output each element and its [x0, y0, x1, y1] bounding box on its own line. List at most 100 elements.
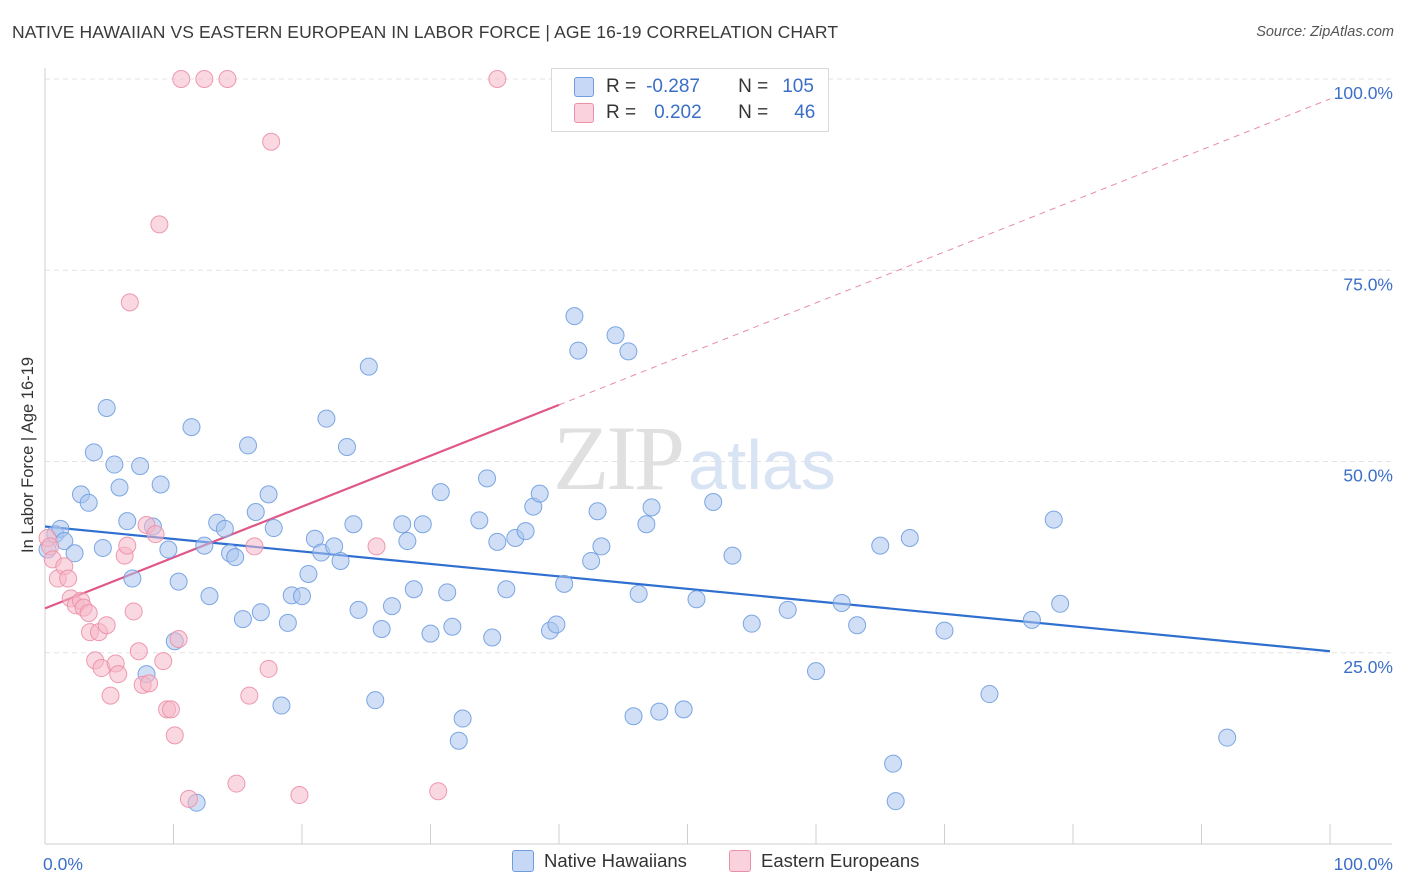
point-native-hawaiian: [569, 341, 588, 360]
point-native-hawaiian: [629, 584, 648, 603]
y-tick-label: 25.0%: [1343, 657, 1393, 677]
point-native-hawaiian: [687, 590, 706, 609]
legend-n-value: 46: [794, 102, 816, 123]
point-native-hawaiian: [151, 475, 170, 494]
point-eastern-european: [146, 525, 165, 544]
point-native-hawaiian: [497, 580, 516, 599]
point-eastern-european: [120, 293, 139, 312]
point-native-hawaiian: [79, 493, 98, 512]
point-native-hawaiian: [935, 621, 954, 640]
point-eastern-european: [179, 789, 198, 808]
x-tick-label: 100.0%: [1334, 854, 1393, 874]
y-tick-label: 50.0%: [1343, 466, 1393, 486]
point-eastern-european: [118, 536, 137, 555]
point-eastern-european: [245, 537, 264, 556]
point-eastern-european: [429, 782, 448, 801]
point-eastern-european: [262, 132, 281, 151]
legend-r-label: R =: [606, 76, 637, 97]
point-eastern-european: [129, 642, 148, 661]
point-native-hawaiian: [110, 478, 129, 497]
point-eastern-european: [79, 603, 98, 622]
data-points: [38, 70, 1237, 812]
point-eastern-european: [488, 70, 507, 88]
legend-n-label: N =: [738, 76, 769, 97]
point-native-hawaiian: [159, 540, 178, 559]
point-native-hawaiian: [619, 342, 638, 361]
point-native-hawaiian: [848, 616, 867, 635]
point-native-hawaiian: [233, 610, 252, 629]
axes: [44, 68, 1392, 845]
point-native-hawaiian: [1044, 510, 1063, 529]
point-native-hawaiian: [118, 512, 137, 531]
bottom-legend-label: Eastern Europeans: [761, 850, 920, 871]
bottom-legend-swatch-blue: [512, 850, 534, 872]
point-eastern-european: [172, 70, 191, 88]
point-native-hawaiian: [778, 600, 797, 619]
point-native-hawaiian: [592, 537, 611, 556]
legend-swatch-pink: [574, 103, 594, 123]
point-native-hawaiian: [93, 538, 112, 557]
point-native-hawaiian: [65, 544, 84, 563]
point-eastern-european: [97, 616, 116, 635]
point-native-hawaiian: [393, 515, 412, 534]
tick-labels: 100.0% 75.0% 50.0% 25.0% 0.0% 100.0%: [43, 83, 1393, 874]
point-native-hawaiian: [299, 564, 318, 583]
point-native-hawaiian: [131, 457, 150, 476]
source-credit: Source: ZipAtlas.com: [1256, 24, 1394, 40]
point-native-hawaiian: [582, 551, 601, 570]
point-native-hawaiian: [239, 436, 258, 455]
point-native-hawaiian: [293, 587, 311, 606]
legend-swatch-blue: [574, 77, 594, 97]
point-native-hawaiian: [317, 409, 336, 428]
point-native-hawaiian: [588, 502, 607, 521]
point-native-hawaiian: [421, 624, 440, 643]
point-eastern-european: [165, 726, 184, 745]
point-native-hawaiian: [723, 546, 742, 565]
point-native-hawaiian: [226, 548, 245, 567]
y-axis-label: In Labor Force | Age 16-19: [19, 357, 37, 553]
point-native-hawaiian: [105, 455, 124, 474]
point-eastern-european: [227, 774, 246, 793]
y-tick-label: 100.0%: [1334, 83, 1393, 103]
point-native-hawaiian: [530, 484, 549, 503]
point-native-hawaiian: [547, 615, 566, 634]
point-native-hawaiian: [398, 532, 417, 551]
point-native-hawaiian: [704, 493, 723, 512]
point-native-hawaiian: [742, 614, 761, 633]
point-native-hawaiian: [366, 691, 385, 710]
point-native-hawaiian: [565, 307, 584, 326]
point-native-hawaiian: [483, 628, 502, 647]
point-native-hawaiian: [264, 519, 283, 538]
point-eastern-european: [150, 215, 169, 234]
point-native-hawaiian: [215, 519, 234, 538]
watermark: ZIPatlas: [553, 405, 836, 511]
point-native-hawaiian: [382, 597, 401, 616]
point-eastern-european: [154, 652, 173, 671]
point-native-hawaiian: [478, 469, 497, 488]
point-native-hawaiian: [642, 498, 661, 517]
point-native-hawaiian: [443, 617, 462, 636]
point-native-hawaiian: [97, 398, 116, 417]
point-native-hawaiian: [488, 532, 507, 551]
point-native-hawaiian: [807, 662, 825, 681]
point-native-hawaiian: [980, 685, 999, 704]
legend-r-value: 0.202: [654, 102, 702, 123]
point-native-hawaiian: [900, 529, 919, 547]
point-native-hawaiian: [606, 326, 625, 345]
trend-lines: [44, 98, 1331, 653]
legend-row-eastern-europeans: R = 0.202 N = 46: [574, 101, 815, 125]
point-native-hawaiian: [246, 502, 265, 521]
trend-line-native-hawaiians: [44, 525, 1331, 653]
point-native-hawaiian: [337, 437, 356, 456]
point-native-hawaiian: [516, 522, 535, 541]
legend-n-value: 105: [782, 76, 814, 97]
point-native-hawaiian: [331, 551, 350, 570]
point-native-hawaiian: [359, 357, 378, 376]
point-native-hawaiian: [349, 600, 368, 619]
point-eastern-european: [124, 602, 143, 621]
point-native-hawaiian: [832, 594, 851, 613]
point-eastern-european: [101, 686, 120, 705]
point-eastern-european: [367, 537, 386, 556]
point-native-hawaiian: [886, 792, 905, 811]
